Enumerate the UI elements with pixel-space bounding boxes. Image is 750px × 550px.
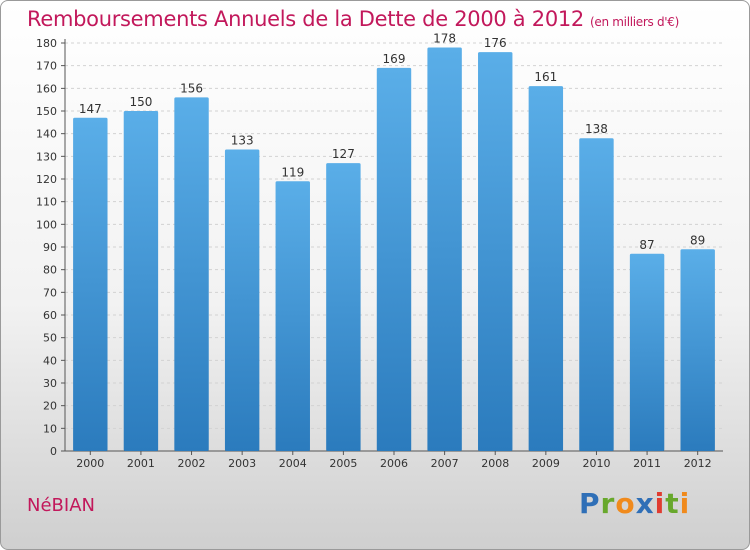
x-tick-label: 2002 bbox=[178, 457, 206, 470]
bar-2011 bbox=[629, 253, 665, 451]
data-label: 178 bbox=[433, 32, 456, 46]
data-label: 89 bbox=[690, 233, 705, 247]
bar-2003 bbox=[224, 149, 260, 452]
location-name: NéBIAN bbox=[27, 495, 95, 516]
bar-2002 bbox=[174, 97, 209, 452]
bar-2006 bbox=[376, 67, 412, 451]
data-label: 138 bbox=[585, 122, 608, 136]
bar-2005 bbox=[326, 163, 361, 451]
x-tick-label: 2010 bbox=[582, 457, 610, 470]
data-label: 147 bbox=[79, 102, 102, 116]
y-tick-label: 140 bbox=[36, 128, 57, 141]
y-tick-label: 90 bbox=[43, 241, 57, 254]
x-tick-label: 2009 bbox=[532, 457, 560, 470]
data-label: 176 bbox=[484, 36, 507, 50]
title-text: Remboursements Annuels de la Dette de 20… bbox=[27, 7, 584, 31]
y-tick-label: 100 bbox=[36, 218, 57, 231]
y-tick-label: 160 bbox=[36, 82, 57, 95]
bars bbox=[73, 47, 715, 452]
x-tick-label: 2011 bbox=[633, 457, 661, 470]
data-label: 150 bbox=[129, 95, 152, 109]
y-tick-label: 120 bbox=[36, 173, 57, 186]
data-label: 119 bbox=[281, 165, 304, 179]
bar-2004 bbox=[275, 181, 310, 451]
x-tick-label: 2003 bbox=[228, 457, 256, 470]
y-tick-label: 70 bbox=[43, 286, 57, 299]
data-label: 161 bbox=[534, 70, 557, 84]
y-tick-label: 60 bbox=[43, 309, 57, 322]
y-tick-label: 130 bbox=[36, 150, 57, 163]
data-label: 87 bbox=[639, 238, 654, 252]
y-tick-label: 180 bbox=[36, 37, 57, 50]
data-label: 156 bbox=[180, 81, 203, 95]
x-tick-label: 2006 bbox=[380, 457, 408, 470]
data-label: 169 bbox=[383, 52, 406, 66]
x-tick-label: 2008 bbox=[481, 457, 509, 470]
data-label: 127 bbox=[332, 147, 355, 161]
bar-2001 bbox=[123, 111, 159, 451]
y-tick-label: 80 bbox=[43, 264, 57, 277]
x-tick-label: 2007 bbox=[431, 457, 459, 470]
y-tick-label: 40 bbox=[43, 354, 57, 367]
bar-2009 bbox=[528, 86, 564, 452]
y-tick-label: 10 bbox=[43, 422, 57, 435]
bar-2007 bbox=[427, 47, 462, 452]
bar-2012 bbox=[680, 249, 715, 451]
x-tick-label: 2001 bbox=[127, 457, 155, 470]
bar-2000 bbox=[73, 117, 108, 452]
y-tick-label: 150 bbox=[36, 105, 57, 118]
bar-2008 bbox=[478, 52, 513, 452]
chart-title: Remboursements Annuels de la Dette de 20… bbox=[27, 7, 679, 31]
proxiti-logo: Proxiti bbox=[579, 487, 691, 520]
x-tick-label: 2004 bbox=[279, 457, 307, 470]
x-tick-label: 2012 bbox=[684, 457, 712, 470]
y-tick-label: 170 bbox=[36, 60, 57, 73]
data-label: 133 bbox=[231, 134, 254, 148]
unit-label: (en milliers d'€) bbox=[590, 15, 680, 29]
data-labels: 147 150 156 133 119 127 169 178 176 161 138 87 89 bbox=[79, 32, 705, 252]
y-tick-label: 50 bbox=[43, 332, 57, 345]
x-tick-label: 2005 bbox=[329, 457, 357, 470]
y-tick-label: 110 bbox=[36, 196, 57, 209]
y-tick-label: 20 bbox=[43, 400, 57, 413]
x-tick-label: 2000 bbox=[76, 457, 104, 470]
bar-2010 bbox=[579, 138, 614, 451]
y-tick-label: 30 bbox=[43, 377, 57, 390]
y-tick-label: 0 bbox=[50, 445, 57, 458]
